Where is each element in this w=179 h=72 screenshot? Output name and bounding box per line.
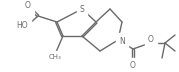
Text: HO: HO <box>16 22 28 31</box>
Text: S: S <box>80 4 84 14</box>
Text: O: O <box>148 34 154 43</box>
Text: O: O <box>130 61 136 70</box>
Text: O: O <box>25 2 31 11</box>
Text: CH₃: CH₃ <box>49 54 61 60</box>
Text: N: N <box>119 37 125 46</box>
